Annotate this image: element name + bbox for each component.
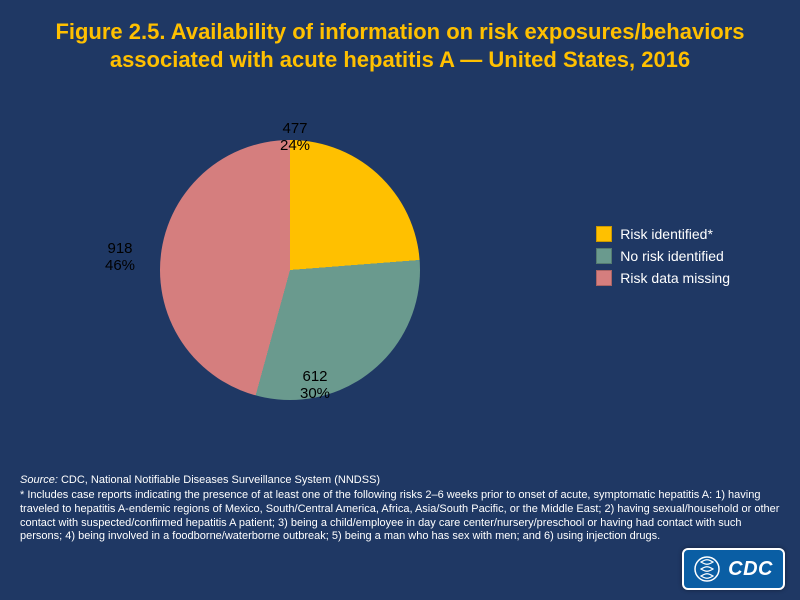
legend-label: Risk identified* xyxy=(620,226,713,242)
figure-title: Figure 2.5. Availability of information … xyxy=(0,0,800,73)
source-label: Source: xyxy=(20,474,58,486)
footnote-note: * Includes case reports indicating the p… xyxy=(20,489,780,544)
legend-item: Risk data missing xyxy=(596,270,730,286)
legend-swatch xyxy=(596,226,612,242)
cdc-logo-text: CDC xyxy=(728,558,773,581)
slice-label: 47724% xyxy=(280,120,310,155)
slice-label: 61230% xyxy=(300,368,330,403)
cdc-logo: CDC xyxy=(682,548,785,590)
legend-item: No risk identified xyxy=(596,248,730,264)
pie-wrap xyxy=(160,140,420,400)
slide: Figure 2.5. Availability of information … xyxy=(0,0,800,600)
chart-legend: Risk identified* No risk identified Risk d… xyxy=(596,220,730,292)
footnote: Source: CDC, National Notifiable Disease… xyxy=(20,474,780,545)
legend-swatch xyxy=(596,270,612,286)
legend-label: Risk data missing xyxy=(620,270,730,286)
pie xyxy=(160,140,420,400)
source-text: CDC, National Notifiable Diseases Survei… xyxy=(58,474,380,486)
legend-swatch xyxy=(596,248,612,264)
hhs-icon xyxy=(694,556,720,582)
slice-label: 91846% xyxy=(105,240,135,275)
legend-item: Risk identified* xyxy=(596,226,730,242)
pie-chart: 47724%61230%91846% Risk identified*No ri… xyxy=(0,130,800,430)
cdc-logo-box: CDC xyxy=(682,548,785,590)
legend-label: No risk identified xyxy=(620,248,724,264)
